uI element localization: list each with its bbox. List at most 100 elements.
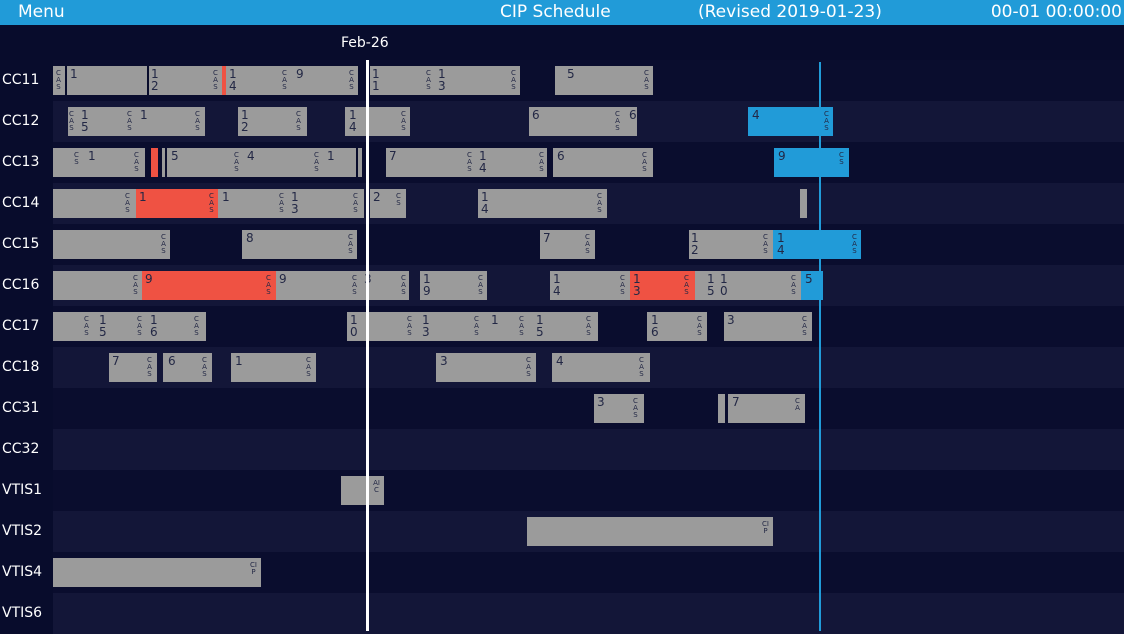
schedule-bar[interactable]: 3 CAS	[724, 312, 812, 341]
alarm-schedule-bar[interactable]	[151, 148, 158, 177]
schedule-bar[interactable]: AIC	[341, 476, 384, 505]
row-lane	[53, 388, 1124, 429]
active-schedule-bar[interactable]: 9 CS	[774, 148, 849, 177]
step-digit: 3	[727, 313, 735, 327]
schedule-bar[interactable]: CAS	[53, 66, 65, 95]
schedule-bar[interactable]: 1 CAS 1 3 CAS	[218, 189, 364, 218]
schedule-bar[interactable]: 1 4 CAS	[550, 271, 630, 300]
schedule-bar[interactable]: 7 CAS	[109, 353, 157, 382]
schedule-bar[interactable]: 1 9 CAS	[420, 271, 487, 300]
bar-type-code: CAS	[426, 69, 431, 91]
schedule-bar[interactable]	[358, 148, 362, 177]
schedule-row-cc14: CC14 CAS 1 CAS 1 CAS 1 3 CAS 2 CS 1 4 CAS	[0, 183, 1124, 224]
schedule-bar[interactable]: 1 4 CAS 9 CAS	[226, 66, 358, 95]
bar-step-number: 1	[140, 109, 148, 121]
bar-step-number: 1	[235, 355, 243, 367]
schedule-bar[interactable]	[800, 189, 807, 218]
bar-type-code: CAS	[586, 315, 591, 337]
step-digit: 6	[168, 354, 176, 368]
bar-type-code: CAS	[478, 274, 483, 296]
schedule-bar[interactable]: 2 CS	[370, 189, 406, 218]
schedule-bar[interactable]: 7 CAS 1 4 CAS	[386, 148, 547, 177]
bar-type-code: CAS	[585, 233, 590, 255]
schedule-bar[interactable]: 6 CAS	[553, 148, 653, 177]
schedule-bar[interactable]: 1 CAS	[231, 353, 316, 382]
alarm-schedule-bar[interactable]: 1 CAS	[136, 189, 218, 218]
schedule-bar[interactable]: 1 1 CAS 1 3 CAS	[370, 66, 520, 95]
schedule-bar[interactable]: CAS 1 5 CAS 1 CAS	[68, 107, 205, 136]
schedule-bar[interactable]: CAS	[53, 230, 170, 259]
row-label: CC17	[2, 318, 40, 334]
bar-step-number: 4	[247, 150, 255, 162]
alarm-schedule-bar[interactable]: 1 3 CAS	[630, 271, 695, 300]
schedule-marker-line	[819, 62, 821, 631]
step-digit: 1	[633, 272, 641, 286]
schedule-bar[interactable]: 1 CAS 1 5 CAS	[487, 312, 598, 341]
alarm-schedule-bar[interactable]	[222, 66, 226, 95]
schedule-bar[interactable]: 1 4 CAS	[345, 107, 410, 136]
bar-type-code: CAS	[620, 274, 625, 296]
schedule-bar[interactable]	[718, 394, 725, 423]
step-digit: 1	[81, 108, 89, 122]
schedule-bar[interactable]: 1 2 CAS	[689, 230, 773, 259]
schedule-bar[interactable]: 1 5 1 0 CAS	[695, 271, 801, 300]
bar-step-number: 9	[279, 273, 287, 285]
schedule-bar[interactable]	[162, 148, 165, 177]
schedule-bar[interactable]: 6 CAS 6	[529, 107, 637, 136]
active-schedule-bar[interactable]: 5	[801, 271, 823, 300]
menu-button[interactable]: Menu	[18, 2, 65, 22]
step-digit: 6	[532, 108, 540, 122]
step-digit: 5	[707, 284, 715, 298]
step-digit: 1	[88, 149, 96, 163]
schedule-bar[interactable]: 1 2 CAS	[149, 66, 222, 95]
schedule-bar[interactable]: 3 CAS	[436, 353, 536, 382]
schedule-bar[interactable]: 6 CAS	[163, 353, 212, 382]
schedule-bar[interactable]: 3 CAS	[594, 394, 644, 423]
bar-type-code: CAS	[633, 397, 638, 419]
schedule-bar[interactable]: 8 CAS	[242, 230, 357, 259]
step-digit: 1	[151, 67, 159, 81]
schedule-bar[interactable]: CIP	[527, 517, 773, 546]
active-schedule-bar[interactable]: 4 CAS	[748, 107, 833, 136]
row-lane	[53, 593, 1124, 634]
schedule-bar[interactable]: 5 CAS	[555, 66, 653, 95]
bar-type-code: CAS	[526, 356, 531, 378]
schedule-row-cc17: CC17 CAS 1 5 CAS 1 6 CAS 1 0 CAS 1 3 CAS 1 CAS 1 5 CAS 1 6 CA…	[0, 306, 1124, 347]
alarm-schedule-bar[interactable]: 9 CAS	[142, 271, 276, 300]
step-digit: 2	[241, 120, 249, 134]
schedule-bar[interactable]: 5 CAS 4 CAS 1	[167, 148, 356, 177]
bar-step-number: 5	[805, 273, 813, 285]
step-digit: 4	[777, 243, 785, 257]
schedule-bar[interactable]: 7 CAS	[540, 230, 595, 259]
step-digit: 3	[422, 325, 430, 339]
schedule-bar[interactable]: 1	[67, 66, 147, 95]
schedule-bar[interactable]: CAS	[53, 271, 142, 300]
schedule-bar[interactable]: CIP	[53, 558, 261, 587]
bar-type-code: CAS	[352, 274, 357, 296]
schedule-bar[interactable]: CAS 1 5 CAS 1 6 CAS	[53, 312, 206, 341]
schedule-bar[interactable]: 1 2 CAS	[238, 107, 307, 136]
schedule-bar[interactable]: 1 6 CAS	[647, 312, 707, 341]
schedule-bar[interactable]: 4 CAS	[552, 353, 650, 382]
schedule-bar[interactable]: 7 CA	[728, 394, 805, 423]
active-schedule-bar[interactable]: 1 4 CAS	[773, 230, 861, 259]
schedule-bar[interactable]: CS 1 CAS	[53, 148, 145, 177]
row-label: VTIS1	[2, 482, 43, 498]
schedule-bar[interactable]: 1 4 CAS	[478, 189, 607, 218]
schedule-bar[interactable]: CAS	[53, 189, 136, 218]
step-digit: 1	[720, 272, 728, 286]
bar-step-number: 3	[727, 314, 735, 326]
bar-type-code: CAS	[539, 151, 544, 173]
step-digit: 0	[350, 325, 358, 339]
bar-step-number: 5	[171, 150, 179, 162]
bar-type-code: CAS	[127, 110, 132, 132]
step-digit: 3	[597, 395, 605, 409]
schedule-bar[interactable]: 1 0 CAS 1 3 CAS	[347, 312, 487, 341]
schedule-bar[interactable]: 9CAS3CAS	[276, 271, 409, 300]
segment-divider	[65, 66, 67, 95]
schedule-row-cc13: CC13 CS 1 CAS 5 CAS 4 CAS 1 7 CAS 1 4 CAS 6 CAS 9 CS	[0, 142, 1124, 183]
